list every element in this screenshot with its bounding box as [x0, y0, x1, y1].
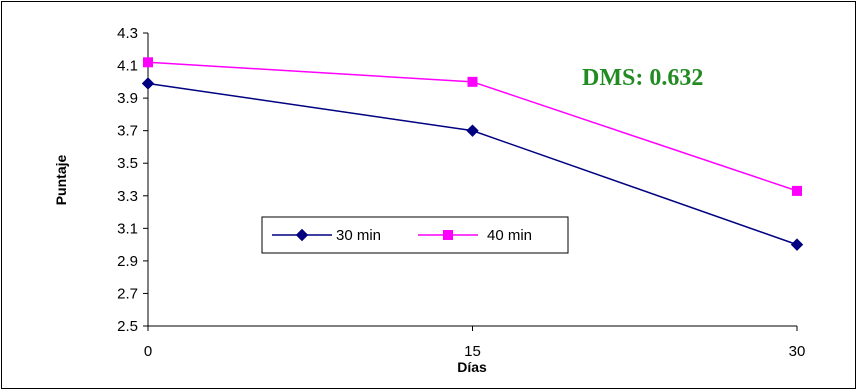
data-point-40-min [792, 185, 802, 196]
y-tick-label: 4.3 [117, 25, 138, 42]
tick-labels: 2.5 2.7 2.9 3.1 3.3 3.5 3.7 3.9 4.1 4.3 0 15 30 [117, 25, 805, 360]
series-40-min [143, 57, 802, 196]
y-tick-label: 3.7 [117, 123, 138, 140]
y-axis-title: Puntaje [53, 155, 69, 206]
legend-marker [443, 230, 453, 240]
legend-marker [295, 228, 309, 242]
x-tick-label: 0 [144, 343, 152, 360]
y-tick-label: 2.9 [117, 253, 138, 270]
legend-label: 30 min [336, 227, 381, 244]
y-tick-label: 3.1 [117, 220, 138, 237]
x-tick-label: 15 [464, 343, 481, 360]
y-tick-label: 4.1 [117, 58, 138, 75]
y-tick-label: 2.5 [117, 318, 138, 335]
legend-label: 40 min [487, 227, 532, 244]
data-point-30-min [790, 238, 804, 251]
series [141, 57, 804, 251]
data-point-30-min [141, 77, 155, 90]
dms-annotation: DMS: 0.632 [582, 65, 703, 91]
legend-items: 30 min 40 min [272, 227, 532, 244]
data-point-40-min [143, 57, 153, 68]
y-tick-label: 3.9 [117, 90, 138, 107]
x-axis-title: Días [457, 359, 487, 375]
legend: 30 min 40 min [261, 216, 569, 254]
y-tick-label: 3.5 [117, 155, 138, 172]
x-tick-label: 30 [789, 343, 806, 360]
series-30-min [141, 77, 804, 251]
data-point-40-min [467, 76, 478, 87]
y-tick-label: 3.3 [117, 188, 138, 205]
y-tick-label: 2.7 [117, 285, 138, 302]
data-point-30-min [466, 124, 479, 137]
